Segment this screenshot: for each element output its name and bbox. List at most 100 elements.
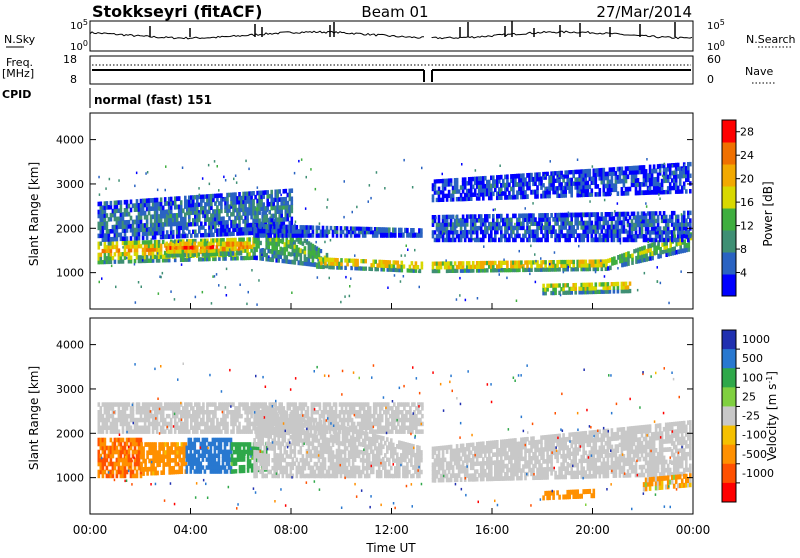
power-cell: [689, 234, 692, 239]
power-speckle: [280, 194, 282, 197]
power-cell: [110, 201, 113, 206]
power-cell: [528, 186, 531, 191]
power-cell: [512, 230, 515, 235]
power-cell: [476, 230, 479, 235]
power-cell: [160, 244, 163, 248]
velocity-cell: [200, 469, 203, 474]
power-cell: [468, 261, 471, 265]
power-cell: [667, 238, 670, 242]
power-colorbar-tick-label: 20: [740, 173, 754, 186]
velocity-cell: [194, 446, 197, 451]
power-cell: [170, 226, 173, 231]
velocity-cell: [154, 446, 157, 451]
power-speckle: [223, 198, 225, 201]
power-speckle: [656, 229, 658, 232]
power-colorbar-segment: [722, 274, 736, 297]
power-cell: [657, 177, 660, 182]
power-cell: [220, 205, 223, 210]
power-cell: [574, 237, 577, 242]
power-speckle: [684, 164, 686, 167]
velocity-cell: [302, 454, 305, 459]
power-cell: [246, 215, 249, 220]
power-cell: [188, 215, 191, 219]
power-cell: [158, 258, 161, 262]
velocity-cell: [128, 450, 131, 455]
power-ytick-label: 4000: [56, 134, 84, 147]
power-cell: [506, 264, 509, 268]
power-cell: [500, 195, 503, 200]
velocity-cell: [324, 461, 327, 466]
velocity-cell: [190, 469, 193, 474]
power-cell: [304, 250, 307, 254]
power-cell: [554, 229, 557, 234]
power-speckle: [545, 174, 547, 177]
power-speckle: [493, 209, 495, 212]
velocity-cell: [144, 463, 147, 468]
power-speckle: [230, 214, 232, 217]
velocity-cell: [104, 442, 107, 447]
power-cell: [486, 268, 489, 272]
power-speckle: [330, 239, 332, 242]
power-cell: [114, 252, 117, 256]
power-speckle: [648, 241, 650, 244]
power-speckle: [256, 303, 258, 306]
power-ytick-label: 2000: [56, 222, 84, 235]
velocity-cell: [222, 461, 225, 466]
velocity-cell: [284, 438, 287, 443]
power-cell: [633, 212, 636, 216]
power-cell: [318, 226, 321, 231]
power-cell: [134, 259, 137, 263]
power-cell: [421, 262, 424, 266]
velocity-cell: [202, 457, 205, 462]
power-speckle: [223, 176, 225, 179]
power-colorbar-tick-label: 4: [740, 267, 747, 280]
power-cell: [456, 182, 459, 186]
power-speckle: [501, 268, 503, 271]
velocity-cell: [162, 470, 165, 475]
power-cell: [152, 259, 155, 263]
power-cell: [148, 202, 151, 207]
power-speckle: [617, 202, 619, 205]
power-cell: [546, 213, 549, 218]
power-cell: [506, 214, 509, 219]
power-speckle: [514, 223, 516, 226]
velocity-cell: [190, 450, 193, 455]
power-cell: [514, 214, 517, 219]
power-cell: [146, 235, 149, 240]
power-speckle: [165, 165, 167, 168]
power-cell: [510, 218, 513, 223]
power-cell: [482, 196, 485, 201]
velocity-cell: [267, 454, 270, 459]
velocity-cell: [332, 450, 335, 455]
power-cell: [336, 234, 339, 238]
power-cell: [603, 225, 606, 230]
power-cell: [550, 233, 553, 238]
power-cell: [498, 179, 501, 184]
power-cell: [130, 236, 133, 241]
power-speckle: [442, 173, 444, 176]
power-cell: [336, 258, 339, 262]
power-colorbar-tick-label: 12: [740, 220, 754, 233]
power-speckle: [617, 267, 619, 270]
power-speckle: [657, 266, 659, 269]
power-cell: [440, 265, 443, 269]
velocity-cell: [267, 458, 270, 463]
power-cell: [212, 245, 215, 249]
power-cell: [681, 189, 684, 193]
nsky-left-tick-top: 105: [70, 18, 88, 33]
power-cell: [689, 211, 692, 216]
velocity-cell: [162, 458, 165, 463]
power-cell: [518, 268, 521, 272]
power-cell: [576, 217, 579, 222]
power-speckle: [207, 241, 209, 244]
power-cell: [623, 225, 626, 230]
power-speckle: [646, 205, 648, 208]
power-cell: [574, 283, 577, 287]
power-cell: [326, 253, 329, 257]
power-speckle: [216, 201, 218, 204]
power-speckle: [111, 265, 113, 268]
power-cell: [270, 190, 273, 195]
power-speckle: [226, 268, 228, 271]
power-speckle: [317, 276, 319, 279]
